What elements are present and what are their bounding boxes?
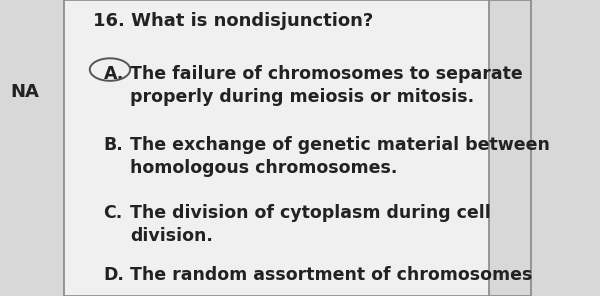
Text: 16. What is nondisjunction?: 16. What is nondisjunction? [93,12,373,30]
Text: B.: B. [104,136,124,154]
FancyBboxPatch shape [489,0,531,296]
Text: D.: D. [104,266,124,284]
FancyBboxPatch shape [64,0,497,296]
Text: The failure of chromosomes to separate
properly during meiosis or mitosis.: The failure of chromosomes to separate p… [130,65,523,106]
Text: NA: NA [11,83,40,101]
Text: The exchange of genetic material between
homologous chromosomes.: The exchange of genetic material between… [130,136,550,177]
Text: C.: C. [104,204,123,222]
Text: The division of cytoplasm during cell
division.: The division of cytoplasm during cell di… [130,204,491,245]
Text: A.: A. [104,65,124,83]
Text: The random assortment of chromosomes: The random assortment of chromosomes [130,266,533,284]
